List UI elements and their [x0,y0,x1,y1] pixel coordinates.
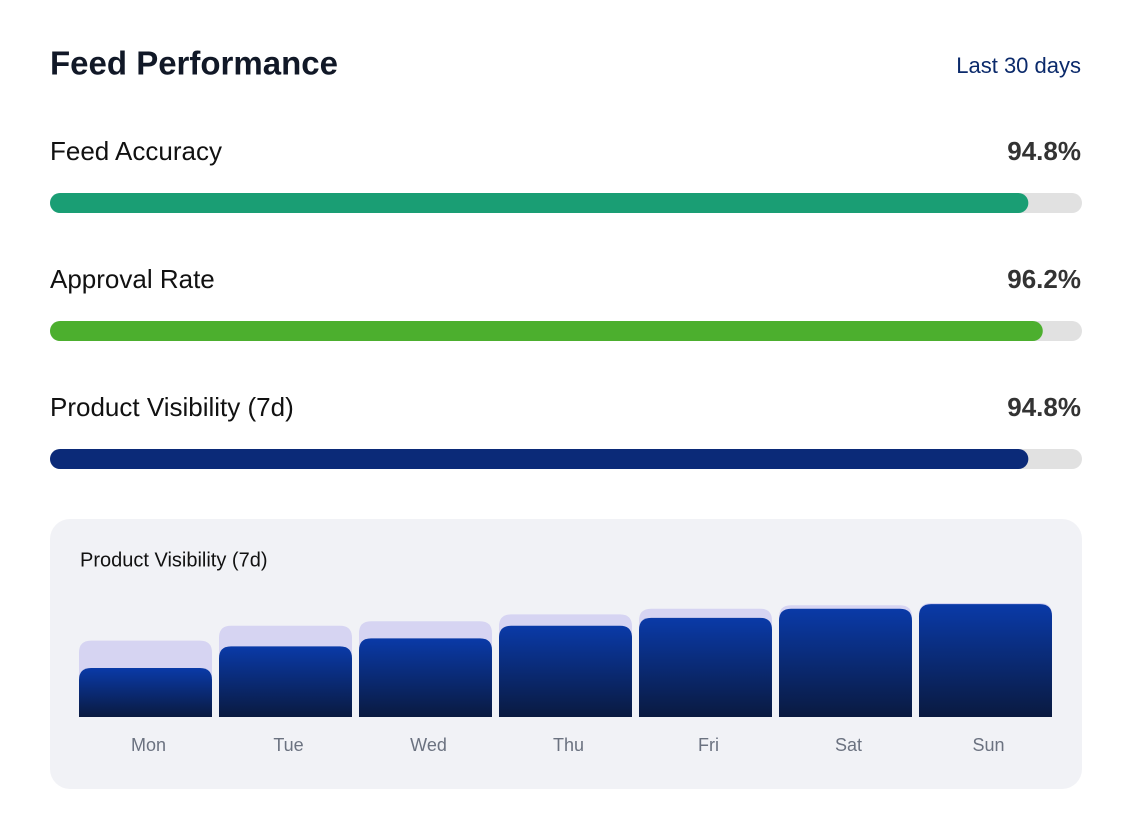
progress-fill [50,449,1029,469]
x-tick-label: Sun [972,735,1004,755]
bar [219,646,352,717]
chart-title: Product Visibility (7d) [80,549,267,571]
title: Feed Performance [50,45,338,82]
x-tick-label: Tue [273,735,303,755]
progress-fill [50,321,1043,341]
period[interactable]: Last 30 days [956,53,1081,78]
bar [499,625,632,717]
metric-label: Feed Accuracy [50,136,222,166]
metric-value: 94.8% [1007,136,1081,166]
bar [779,608,912,717]
bar [79,667,212,717]
metric-value: 96.2% [1007,264,1081,294]
x-tick-label: Wed [410,735,447,755]
x-tick-label: Mon [131,735,166,755]
metric-label: Approval Rate [50,264,215,294]
bar [639,617,772,717]
bar [919,604,1052,717]
bar [359,638,492,717]
progress-fill [50,193,1029,213]
x-tick-label: Thu [553,735,584,755]
metric-label: Product Visibility (7d) [50,392,294,422]
metric-value: 94.8% [1007,392,1081,422]
x-tick-label: Fri [698,735,719,755]
x-tick-label: Sat [835,735,862,755]
